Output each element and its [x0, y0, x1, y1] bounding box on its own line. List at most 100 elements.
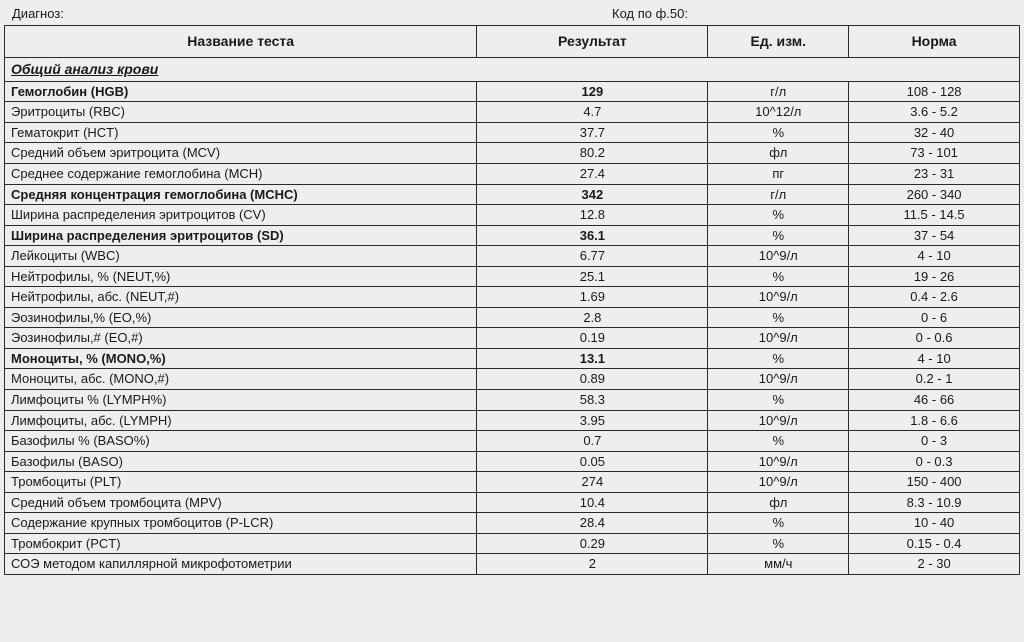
cell-test-name: Ширина распределения эритроцитов (SD) — [5, 225, 477, 246]
table-row: Среднее содержание гемоглобина (MCH)27.4… — [5, 163, 1020, 184]
cell-result: 6.77 — [477, 246, 708, 267]
cell-norm: 2 - 30 — [849, 554, 1020, 575]
header-info: Диагноз: Код по ф.50: — [4, 4, 1020, 25]
table-row: Ширина распределения эритроцитов (SD)36.… — [5, 225, 1020, 246]
lab-results-table: Название теста Результат Ед. изм. Норма … — [4, 25, 1020, 575]
table-body: Общий анализ крови Гемоглобин (HGB)129г/… — [5, 57, 1020, 574]
cell-result: 27.4 — [477, 163, 708, 184]
cell-unit: % — [708, 122, 849, 143]
table-row: Средняя концентрация гемоглобина (MCHC)3… — [5, 184, 1020, 205]
cell-test-name: Эозинофилы,# (EO,#) — [5, 328, 477, 349]
col-header-name: Название теста — [5, 26, 477, 58]
table-row: Эритроциты (RBC)4.710^12/л3.6 - 5.2 — [5, 102, 1020, 123]
cell-unit: 10^9/л — [708, 369, 849, 390]
table-row: Нейтрофилы, абс. (NEUT,#)1.6910^9/л0.4 -… — [5, 287, 1020, 308]
cell-result: 0.89 — [477, 369, 708, 390]
cell-unit: % — [708, 431, 849, 452]
cell-test-name: Среднее содержание гемоглобина (MCH) — [5, 163, 477, 184]
cell-result: 36.1 — [477, 225, 708, 246]
cell-norm: 150 - 400 — [849, 472, 1020, 493]
cell-norm: 4 - 10 — [849, 246, 1020, 267]
cell-test-name: Средний объем эритроцита (MCV) — [5, 143, 477, 164]
cell-result: 0.19 — [477, 328, 708, 349]
table-row: Лимфоциты, абс. (LYMPH)3.9510^9/л1.8 - 6… — [5, 410, 1020, 431]
cell-test-name: Базофилы % (BASO%) — [5, 431, 477, 452]
cell-test-name: Базофилы (BASO) — [5, 451, 477, 472]
table-row: Содержание крупных тромбоцитов (P-LCR)28… — [5, 513, 1020, 534]
table-row: Базофилы % (BASO%)0.7%0 - 3 — [5, 431, 1020, 452]
cell-unit: % — [708, 348, 849, 369]
cell-unit: фл — [708, 492, 849, 513]
cell-result: 58.3 — [477, 389, 708, 410]
table-row: Тромбоциты (PLT)27410^9/л150 - 400 — [5, 472, 1020, 493]
cell-result: 2.8 — [477, 307, 708, 328]
cell-unit: пг — [708, 163, 849, 184]
cell-test-name: Содержание крупных тромбоцитов (P-LCR) — [5, 513, 477, 534]
cell-result: 129 — [477, 81, 708, 102]
cell-result: 0.7 — [477, 431, 708, 452]
table-header-row: Название теста Результат Ед. изм. Норма — [5, 26, 1020, 58]
cell-unit: % — [708, 307, 849, 328]
lab-report: Диагноз: Код по ф.50: Название теста Рез… — [4, 4, 1020, 575]
cell-unit: фл — [708, 143, 849, 164]
cell-norm: 46 - 66 — [849, 389, 1020, 410]
cell-test-name: Средняя концентрация гемоглобина (MCHC) — [5, 184, 477, 205]
table-row: Ширина распределения эритроцитов (CV)12.… — [5, 205, 1020, 226]
cell-unit: 10^9/л — [708, 472, 849, 493]
cell-norm: 0 - 3 — [849, 431, 1020, 452]
cell-result: 342 — [477, 184, 708, 205]
cell-unit: г/л — [708, 81, 849, 102]
cell-unit: % — [708, 205, 849, 226]
cell-unit: % — [708, 513, 849, 534]
cell-norm: 10 - 40 — [849, 513, 1020, 534]
cell-norm: 4 - 10 — [849, 348, 1020, 369]
cell-unit: 10^9/л — [708, 328, 849, 349]
cell-unit: % — [708, 533, 849, 554]
cell-unit: 10^12/л — [708, 102, 849, 123]
cell-test-name: Лимфоциты % (LYMPH%) — [5, 389, 477, 410]
cell-unit: г/л — [708, 184, 849, 205]
cell-norm: 11.5 - 14.5 — [849, 205, 1020, 226]
cell-unit: % — [708, 225, 849, 246]
cell-norm: 0 - 6 — [849, 307, 1020, 328]
table-row: Моноциты, абс. (MONO,#)0.8910^9/л0.2 - 1 — [5, 369, 1020, 390]
cell-unit: мм/ч — [708, 554, 849, 575]
table-row: Гематокрит (HCT)37.7%32 - 40 — [5, 122, 1020, 143]
col-header-norm: Норма — [849, 26, 1020, 58]
cell-test-name: Гематокрит (HCT) — [5, 122, 477, 143]
cell-norm: 260 - 340 — [849, 184, 1020, 205]
cell-norm: 0 - 0.6 — [849, 328, 1020, 349]
cell-result: 28.4 — [477, 513, 708, 534]
cell-result: 1.69 — [477, 287, 708, 308]
cell-norm: 0 - 0.3 — [849, 451, 1020, 472]
table-row: Тромбокрит (PCT)0.29%0.15 - 0.4 — [5, 533, 1020, 554]
table-row: Лимфоциты % (LYMPH%)58.3%46 - 66 — [5, 389, 1020, 410]
cell-unit: 10^9/л — [708, 410, 849, 431]
cell-test-name: Нейтрофилы, абс. (NEUT,#) — [5, 287, 477, 308]
section-header-row: Общий анализ крови — [5, 57, 1020, 81]
table-row: Лейкоциты (WBC)6.7710^9/л4 - 10 — [5, 246, 1020, 267]
cell-norm: 19 - 26 — [849, 266, 1020, 287]
col-header-unit: Ед. изм. — [708, 26, 849, 58]
table-row: Моноциты, % (MONO,%)13.1%4 - 10 — [5, 348, 1020, 369]
cell-unit: 10^9/л — [708, 246, 849, 267]
cell-test-name: Тромбокрит (PCT) — [5, 533, 477, 554]
cell-test-name: Тромбоциты (PLT) — [5, 472, 477, 493]
kod-label: Код по ф.50: — [412, 6, 1012, 21]
cell-result: 0.29 — [477, 533, 708, 554]
cell-result: 25.1 — [477, 266, 708, 287]
cell-norm: 0.15 - 0.4 — [849, 533, 1020, 554]
section-title: Общий анализ крови — [5, 57, 1020, 81]
cell-test-name: Гемоглобин (HGB) — [5, 81, 477, 102]
cell-test-name: Моноциты, % (MONO,%) — [5, 348, 477, 369]
cell-norm: 32 - 40 — [849, 122, 1020, 143]
cell-unit: 10^9/л — [708, 451, 849, 472]
cell-unit: % — [708, 389, 849, 410]
cell-unit: % — [708, 266, 849, 287]
cell-test-name: Эозинофилы,% (EO,%) — [5, 307, 477, 328]
cell-unit: 10^9/л — [708, 287, 849, 308]
cell-norm: 23 - 31 — [849, 163, 1020, 184]
cell-test-name: Лимфоциты, абс. (LYMPH) — [5, 410, 477, 431]
cell-norm: 73 - 101 — [849, 143, 1020, 164]
cell-result: 80.2 — [477, 143, 708, 164]
